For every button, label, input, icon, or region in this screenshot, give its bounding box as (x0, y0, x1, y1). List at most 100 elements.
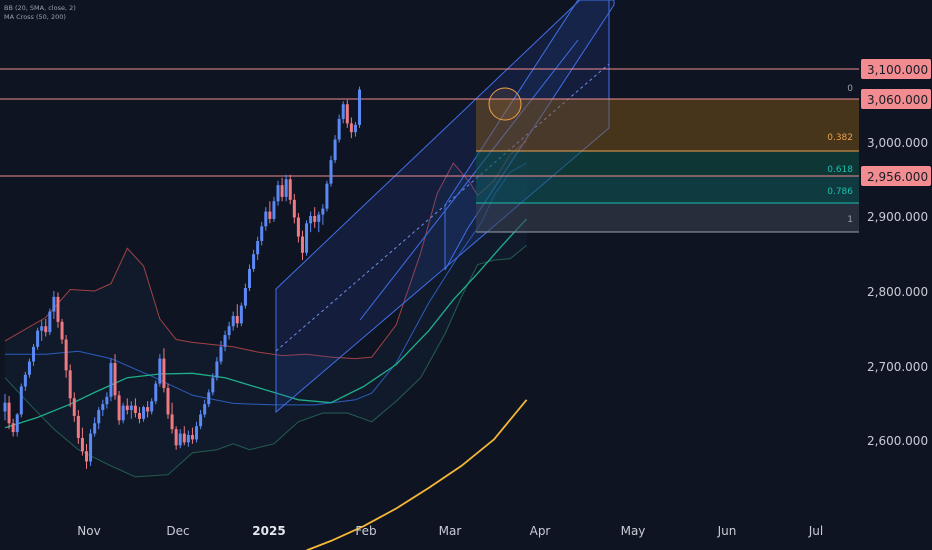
candle-body[interactable] (7, 402, 11, 424)
candle-body[interactable] (268, 211, 272, 219)
candle-body[interactable] (292, 199, 296, 218)
candle-body[interactable] (27, 361, 31, 375)
candle-body[interactable] (211, 377, 215, 393)
candle-body[interactable] (313, 216, 317, 222)
candle-body[interactable] (207, 392, 211, 405)
candle-body[interactable] (11, 423, 15, 433)
candle-body[interactable] (284, 179, 288, 197)
candle-body[interactable] (101, 404, 105, 411)
candle-body[interactable] (349, 123, 353, 133)
candle-body[interactable] (203, 404, 207, 415)
candle-body[interactable] (125, 405, 129, 411)
candle-body[interactable] (109, 363, 113, 397)
candle-body[interactable] (170, 414, 174, 430)
candle-body[interactable] (186, 435, 190, 443)
bollinger-lower-band (4, 245, 527, 478)
candle-body[interactable] (117, 395, 121, 421)
candle-body[interactable] (300, 236, 304, 253)
candle-body[interactable] (337, 118, 341, 140)
candle-body[interactable] (85, 451, 88, 462)
candle-body[interactable] (321, 208, 325, 215)
candle-body[interactable] (305, 223, 309, 253)
candle-body[interactable] (44, 326, 48, 333)
candle-body[interactable] (76, 415, 80, 438)
candle-body[interactable] (40, 326, 44, 331)
candle-body[interactable] (231, 315, 235, 327)
y-tick-3000: 3,000.000 (867, 136, 928, 150)
legend-bb[interactable]: BB (20, SMA, close, 2) (4, 4, 76, 12)
candle-body[interactable] (276, 185, 280, 202)
candle-body[interactable] (142, 407, 146, 419)
candle-body[interactable] (264, 211, 268, 227)
candle-body[interactable] (252, 254, 256, 269)
candle-body[interactable] (89, 433, 93, 462)
candle-body[interactable] (72, 398, 76, 416)
candle-body[interactable] (32, 346, 36, 362)
candle-body[interactable] (158, 358, 162, 384)
candle-body[interactable] (248, 268, 251, 289)
candle-body[interactable] (3, 402, 7, 412)
candle-body[interactable] (121, 405, 125, 421)
candle-body[interactable] (195, 426, 199, 440)
candle-body[interactable] (272, 201, 276, 219)
candle-body[interactable] (68, 370, 72, 399)
candle-body[interactable] (199, 414, 203, 427)
candle-body[interactable] (317, 214, 321, 222)
candle-body[interactable] (235, 315, 239, 324)
candle-body[interactable] (154, 383, 158, 402)
candle-body[interactable] (329, 160, 333, 184)
candle-body[interactable] (64, 339, 68, 371)
candle-body[interactable] (23, 374, 27, 387)
candle-body[interactable] (60, 321, 64, 340)
candle-body[interactable] (166, 387, 170, 415)
candle-body[interactable] (146, 407, 150, 412)
candle-body[interactable] (358, 89, 362, 125)
time-axis[interactable]: Nov Dec 2025 Feb Mar Apr May Jun Jul (77, 524, 823, 538)
candle-body[interactable] (129, 405, 133, 411)
candle-body[interactable] (133, 405, 137, 413)
candle-body[interactable] (19, 386, 23, 415)
candle-body[interactable] (15, 414, 19, 433)
candle-body[interactable] (97, 410, 101, 424)
candle-body[interactable] (215, 361, 219, 378)
x-tick-2025: 2025 (252, 524, 285, 538)
candle-body[interactable] (80, 437, 84, 452)
candle-body[interactable] (353, 124, 357, 133)
candle-body[interactable] (162, 358, 166, 388)
candle-body[interactable] (174, 429, 178, 446)
candle-body[interactable] (190, 435, 194, 440)
candle-body[interactable] (137, 412, 141, 419)
fib-label-0618: 0.618 (827, 165, 853, 175)
candle-body[interactable] (52, 296, 56, 312)
candle-body[interactable] (93, 423, 97, 434)
candle-body[interactable] (113, 363, 117, 396)
candle-body[interactable] (345, 104, 349, 124)
y-tick-2700: 2,700.000 (867, 360, 928, 374)
price-axis[interactable]: 3,000.000 2,900.000 2,800.000 2,700.000 … (867, 136, 928, 448)
candle-body[interactable] (219, 346, 223, 362)
candle-body[interactable] (325, 183, 329, 209)
candle-body[interactable] (223, 335, 227, 347)
candle-body[interactable] (296, 217, 300, 237)
candle-body[interactable] (150, 401, 154, 412)
candle-body[interactable] (182, 433, 186, 443)
candle-body[interactable] (48, 311, 52, 333)
candle-body[interactable] (105, 396, 109, 405)
candle-body[interactable] (243, 288, 247, 306)
candle-body[interactable] (333, 139, 337, 161)
legend-ma-cross[interactable]: MA Cross (50, 200) (4, 13, 66, 21)
candle-body[interactable] (256, 240, 260, 255)
candle-body[interactable] (56, 296, 60, 322)
candle-body[interactable] (178, 433, 182, 446)
candle-body[interactable] (288, 179, 292, 200)
candle-body[interactable] (36, 330, 40, 347)
candle-body[interactable] (227, 326, 231, 336)
candle-body[interactable] (309, 216, 313, 224)
fib-label-0: 0 (847, 84, 853, 94)
candle-body[interactable] (260, 226, 264, 241)
candle-body[interactable] (280, 185, 284, 197)
candle-body[interactable] (341, 104, 345, 119)
indicator-legend[interactable]: BB (20, SMA, close, 2) MA Cross (50, 200… (4, 4, 76, 22)
candle-body[interactable] (239, 305, 243, 324)
